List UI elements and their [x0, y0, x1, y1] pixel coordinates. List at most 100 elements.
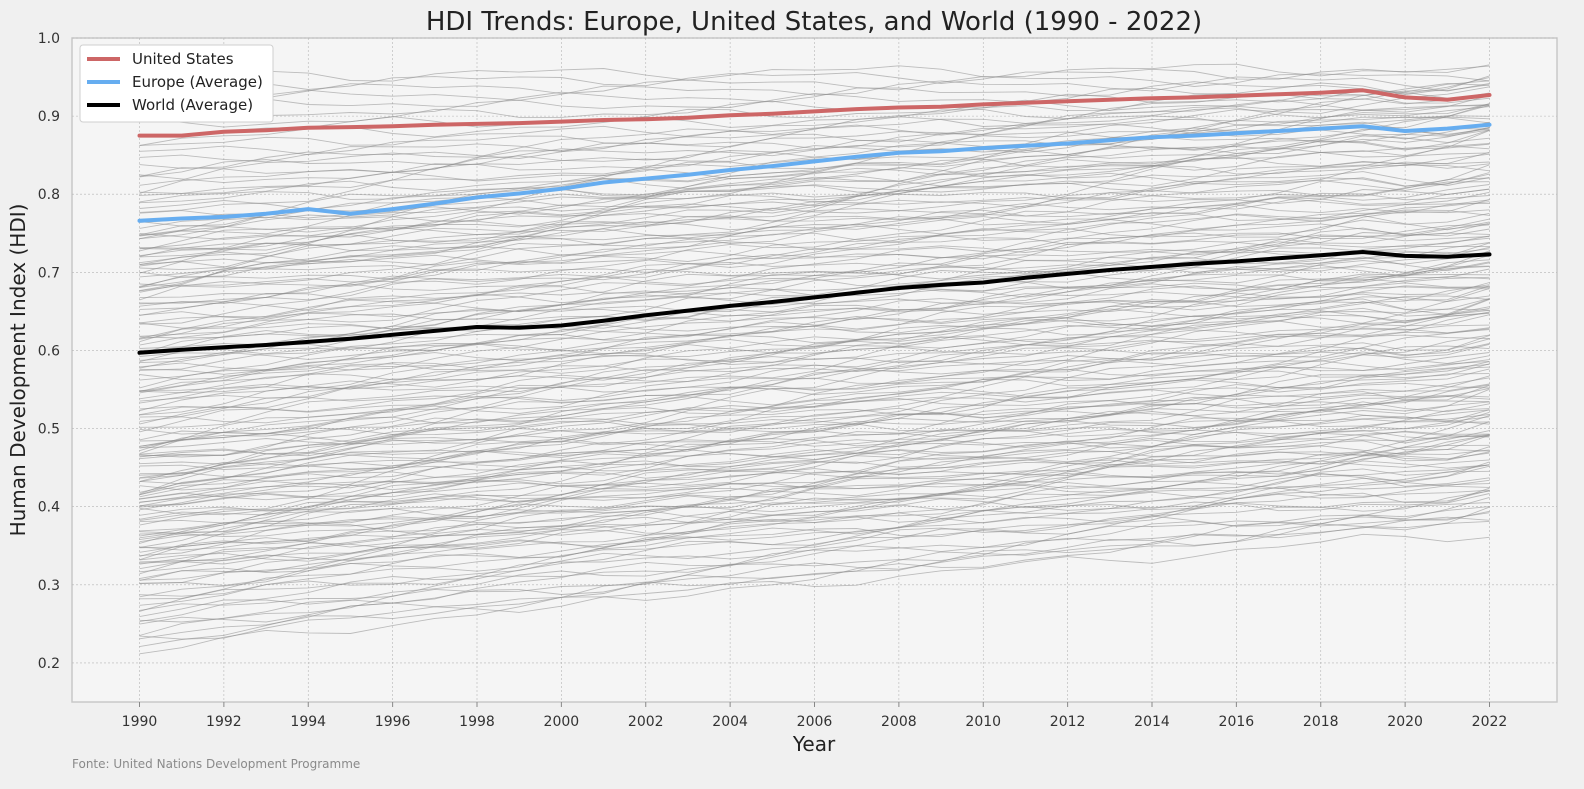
- country-series-line: [139, 416, 1490, 470]
- country-series-line: [139, 145, 1490, 237]
- x-axis-title: Year: [792, 732, 836, 756]
- x-tick-label: 1996: [375, 714, 411, 730]
- y-tick-label: 0.3: [38, 578, 60, 594]
- country-series-line: [139, 383, 1490, 537]
- country-series-line: [139, 128, 1490, 271]
- x-tick-label: 1994: [290, 714, 326, 730]
- country-series-line: [139, 164, 1490, 219]
- country-series-line: [139, 506, 1490, 562]
- country-series-line: [139, 191, 1490, 346]
- country-series-line: [139, 363, 1490, 449]
- country-series-line: [139, 361, 1490, 503]
- x-tick-label: 2016: [1219, 714, 1255, 730]
- country-series-line: [139, 161, 1490, 305]
- country-series-line: [139, 431, 1490, 524]
- country-series-line: [139, 76, 1490, 106]
- country-series-line: [139, 151, 1490, 204]
- country-series-line: [139, 103, 1490, 146]
- country-series-line: [139, 237, 1490, 389]
- country-series-line: [139, 84, 1490, 196]
- y-tick-label: 0.5: [38, 422, 60, 438]
- country-series-line: [139, 309, 1490, 412]
- x-tick-label: 2014: [1134, 714, 1170, 730]
- country-series-line: [139, 199, 1490, 258]
- country-series-line: [139, 287, 1490, 433]
- country-series-line: [139, 510, 1490, 623]
- legend-label: Europe (Average): [132, 73, 263, 91]
- country-series-line: [139, 516, 1490, 625]
- series-line-0: [137, 88, 1492, 138]
- legend-label: World (Average): [132, 96, 253, 114]
- country-series-line: [139, 373, 1490, 458]
- country-series-line: [139, 65, 1490, 90]
- country-series-line: [139, 224, 1490, 355]
- country-series-line: [139, 92, 1490, 137]
- country-series-line: [139, 448, 1490, 501]
- y-tick-label: 1.0: [38, 31, 60, 47]
- country-series-line: [139, 429, 1490, 485]
- country-series-line: [139, 434, 1490, 561]
- country-series-line: [139, 105, 1490, 229]
- country-series-line: [139, 345, 1490, 424]
- y-tick-label: 0.2: [38, 656, 60, 672]
- country-series-line: [139, 343, 1490, 507]
- country-series-line: [139, 338, 1490, 483]
- country-series-line: [139, 248, 1490, 337]
- country-series-line: [139, 209, 1490, 270]
- country-series-line: [139, 295, 1490, 428]
- country-series-line: [139, 250, 1490, 353]
- x-axis-ticks: 1990 1992 1994 1996 1998 2000 2002 2004 2006 2008…: [122, 702, 1507, 730]
- country-series-line: [139, 282, 1490, 375]
- country-series-line: [139, 236, 1490, 299]
- country-series-line: [139, 192, 1490, 249]
- x-tick-label: 2012: [1050, 714, 1086, 730]
- country-series-line: [139, 63, 1490, 82]
- country-series-line: [139, 282, 1490, 416]
- country-series-line: [139, 173, 1490, 236]
- country-series-line: [139, 408, 1490, 557]
- country-series-line: [139, 129, 1490, 292]
- country-series-line: [139, 143, 1490, 301]
- series-line-2: [137, 250, 1492, 355]
- country-series-line: [139, 103, 1490, 252]
- country-series-line: [139, 254, 1490, 404]
- country-series-line: [139, 395, 1490, 479]
- country-series-line: [139, 161, 1490, 250]
- country-series-line: [139, 274, 1490, 400]
- legend-box: [79, 44, 274, 123]
- x-tick-label: 2004: [712, 714, 748, 730]
- y-tick-label: 0.8: [38, 187, 60, 203]
- country-series-line: [139, 284, 1490, 357]
- source-note: Fonte: United Nations Development Progra…: [72, 757, 360, 771]
- legend-label: United States: [132, 50, 234, 68]
- y-tick-label: 0.6: [38, 343, 60, 359]
- country-series-line: [139, 301, 1490, 381]
- country-series-line: [139, 324, 1490, 402]
- y-tick-label: 0.9: [38, 109, 60, 125]
- country-series-line: [139, 265, 1490, 363]
- country-series-line: [139, 487, 1490, 600]
- x-tick-label: 2000: [544, 714, 580, 730]
- country-series-line: [139, 334, 1490, 425]
- country-series-line: [139, 172, 1490, 325]
- country-series-line: [139, 352, 1490, 496]
- country-series-line: [139, 228, 1490, 288]
- country-series-line: [139, 246, 1490, 394]
- country-series-line: [139, 430, 1490, 565]
- country-series-line: [139, 490, 1490, 606]
- x-tick-label: 2008: [881, 714, 917, 730]
- y-axis-ticks: 0.2 0.3 0.4 0.5 0.6 0.7 0.8 0.9 1.0: [38, 31, 60, 672]
- country-series-line: [139, 201, 1490, 292]
- country-series-line: [139, 312, 1490, 455]
- country-series-line: [139, 298, 1490, 479]
- country-series-line: [139, 242, 1490, 310]
- country-series-line: [139, 218, 1490, 288]
- series-line-1: [137, 122, 1492, 223]
- legend: United States Europe (Average) World (Aver…: [79, 44, 274, 123]
- country-series-line: [139, 188, 1490, 288]
- country-series-line: [139, 307, 1490, 392]
- country-series-line: [139, 116, 1490, 163]
- country-series-line: [139, 409, 1490, 557]
- country-series-line: [139, 76, 1490, 114]
